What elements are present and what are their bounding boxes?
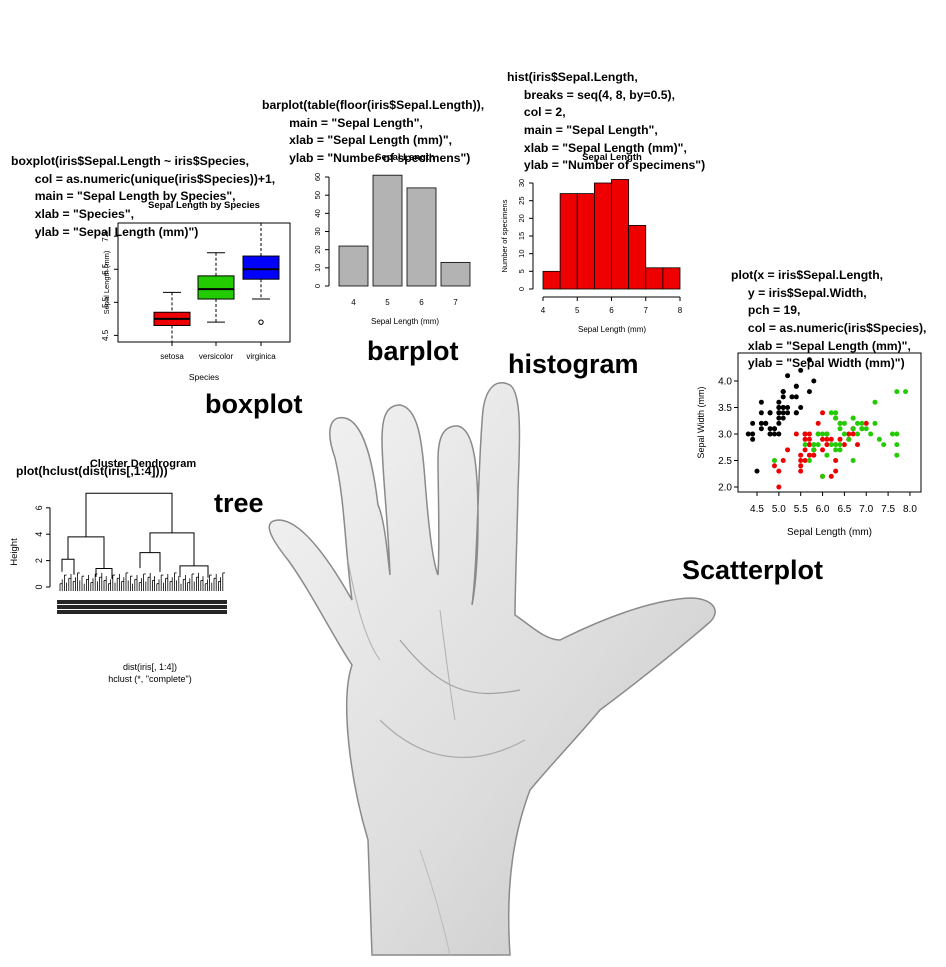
label-barplot: barplot xyxy=(367,336,459,366)
code-tree: plot(hclust(dist(iris[,1:4]))) xyxy=(16,464,168,479)
code-barplot: barplot(table(floor(iris$Sepal.Length)),… xyxy=(262,98,485,165)
label-scatterplot: Scatterplot xyxy=(682,555,824,585)
code-scatter: plot(x = iris$Sepal.Length, y = iris$Sep… xyxy=(731,268,927,371)
code-boxplot: boxplot(iris$Sepal.Length ~ iris$Species… xyxy=(11,154,276,239)
label-boxplot: boxplot xyxy=(205,389,303,419)
label-histogram: histogram xyxy=(508,349,639,379)
label-tree: tree xyxy=(214,488,264,518)
code-hist: hist(iris$Sepal.Length, breaks = seq(4, … xyxy=(507,70,706,173)
